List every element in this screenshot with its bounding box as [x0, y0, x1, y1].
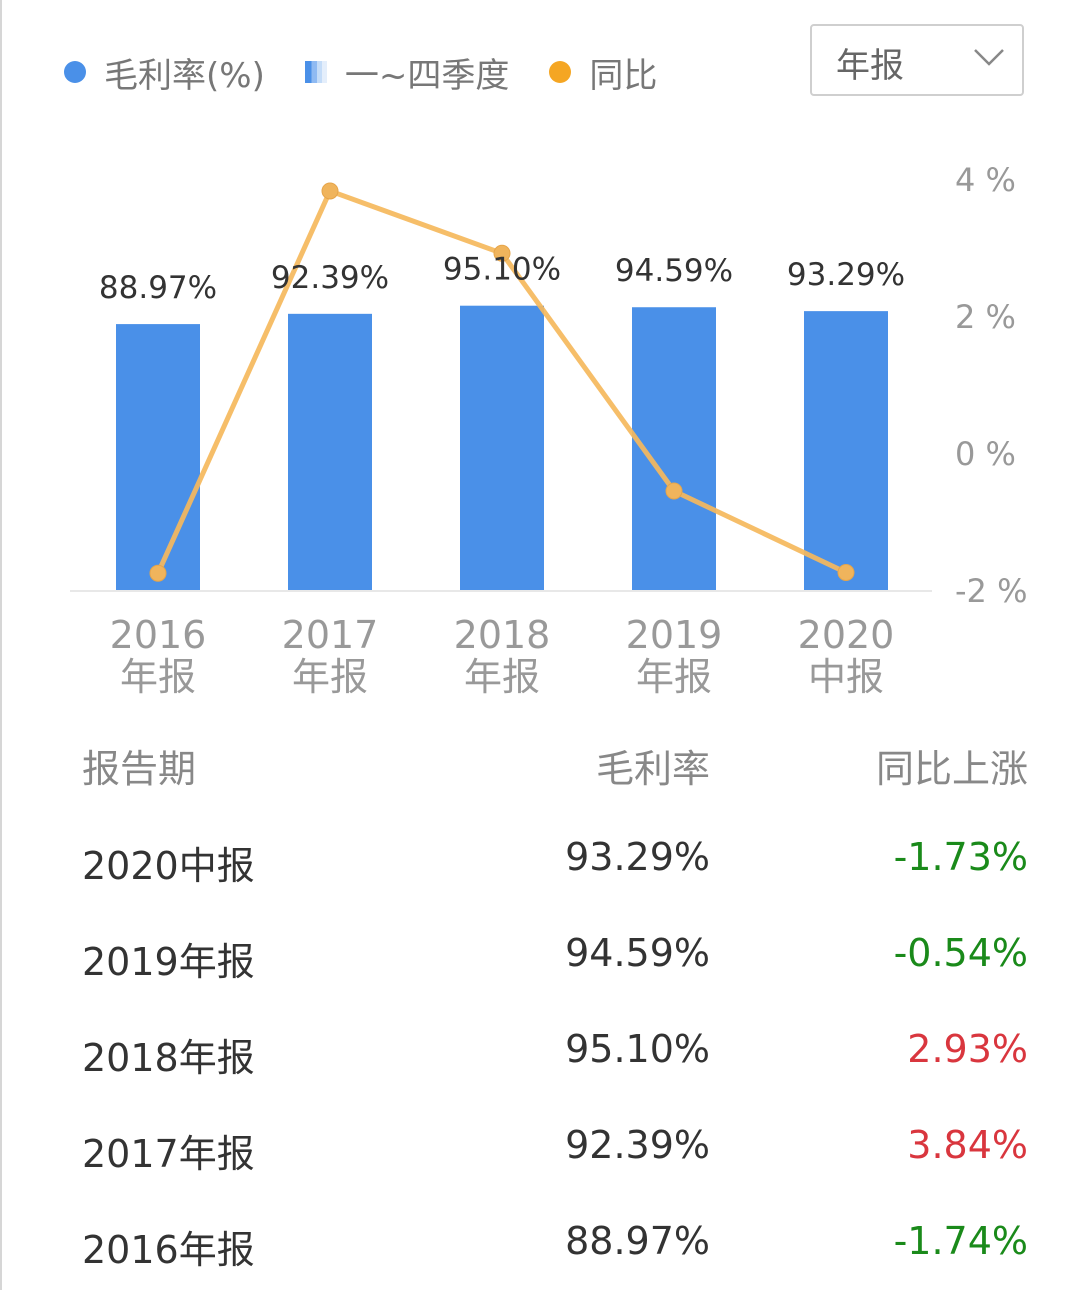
yoy-cell: 3.84% [907, 1123, 1028, 1167]
margin-cell: 93.29% [565, 835, 710, 879]
legend-dot-icon [64, 61, 86, 83]
legend-item-quarters[interactable]: 一~四季度 [304, 48, 510, 97]
y-right-tick-label: 4 % [955, 161, 1016, 199]
x-tick-label-type: 年报 [292, 655, 368, 699]
x-tick-label-year: 2020 [798, 613, 895, 657]
x-tick-label-type: 年报 [464, 655, 540, 699]
legend-gradient-bar-icon [304, 61, 327, 83]
table-header-period[interactable]: 报告期 [82, 747, 197, 791]
period-select[interactable]: 年报 [810, 24, 1024, 96]
margin-cell: 92.39% [565, 1123, 710, 1167]
legend-label: 同比 [589, 55, 658, 96]
gross-margin-chart: 88.97% 92.39% 95.10% 94.59% 93.29% 2016年报201… [70, 161, 1027, 699]
y-right-tick-label: 0 % [955, 435, 1016, 473]
margin-cell: 88.97% [565, 1219, 710, 1263]
margin-cell: 95.10% [565, 1027, 710, 1071]
bar[interactable] [288, 313, 372, 591]
bar-value-label: 88.97% [99, 270, 217, 306]
bar-value-label: 92.39% [271, 260, 389, 296]
x-tick-label-year: 2018 [454, 613, 551, 657]
x-tick-label-year: 2019 [626, 613, 723, 657]
yoy-point[interactable] [321, 182, 339, 200]
x-tick-label-year: 2017 [282, 613, 379, 657]
bar[interactable] [804, 311, 888, 591]
chevron-down-icon [972, 46, 1006, 72]
y-right-tick-label: -2 % [955, 572, 1027, 610]
x-tick-label-type: 中报 [808, 655, 884, 699]
table-header-yoy[interactable]: 同比上涨 [875, 747, 1028, 791]
yoy-point[interactable] [493, 244, 511, 262]
legend-label: 毛利率(%) [104, 55, 265, 96]
legend-item-margin[interactable]: 毛利率(%) [64, 48, 265, 97]
period-cell: 2018年报 [82, 1036, 255, 1080]
yoy-cell: -0.54% [893, 931, 1028, 975]
bar[interactable] [116, 324, 200, 591]
chart-legend: 毛利率(%) 一~四季度 同比 [64, 42, 657, 102]
x-tick-label-type: 年报 [636, 655, 712, 699]
legend-dot-icon [549, 61, 572, 83]
bar-value-label: 95.10% [443, 252, 561, 288]
bar-value-label: 94.59% [615, 253, 733, 289]
margin-cell: 94.59% [565, 931, 710, 975]
period-cell: 2020中报 [82, 844, 255, 888]
yoy-point[interactable] [837, 564, 855, 582]
period-cell: 2016年报 [82, 1228, 255, 1272]
yoy-cell: -1.74% [893, 1219, 1028, 1263]
left-edge-divider [0, 0, 2, 1290]
period-cell: 2019年报 [82, 940, 255, 984]
y-right-tick-label: 2 % [955, 298, 1016, 336]
yoy-point[interactable] [665, 482, 683, 500]
bar-value-label: 93.29% [787, 257, 905, 293]
x-tick-label-type: 年报 [120, 655, 196, 699]
x-tick-label-year: 2016 [110, 613, 207, 657]
period-cell: 2017年报 [82, 1132, 255, 1176]
yoy-point[interactable] [149, 564, 167, 582]
legend-item-yoy[interactable]: 同比 [549, 48, 657, 97]
period-select-value: 年报 [836, 46, 904, 86]
legend-label: 一~四季度 [344, 55, 510, 96]
yoy-cell: -1.73% [893, 835, 1028, 879]
bar[interactable] [460, 305, 544, 591]
table-header-margin[interactable]: 毛利率 [595, 747, 710, 791]
yoy-cell: 2.93% [907, 1027, 1028, 1071]
